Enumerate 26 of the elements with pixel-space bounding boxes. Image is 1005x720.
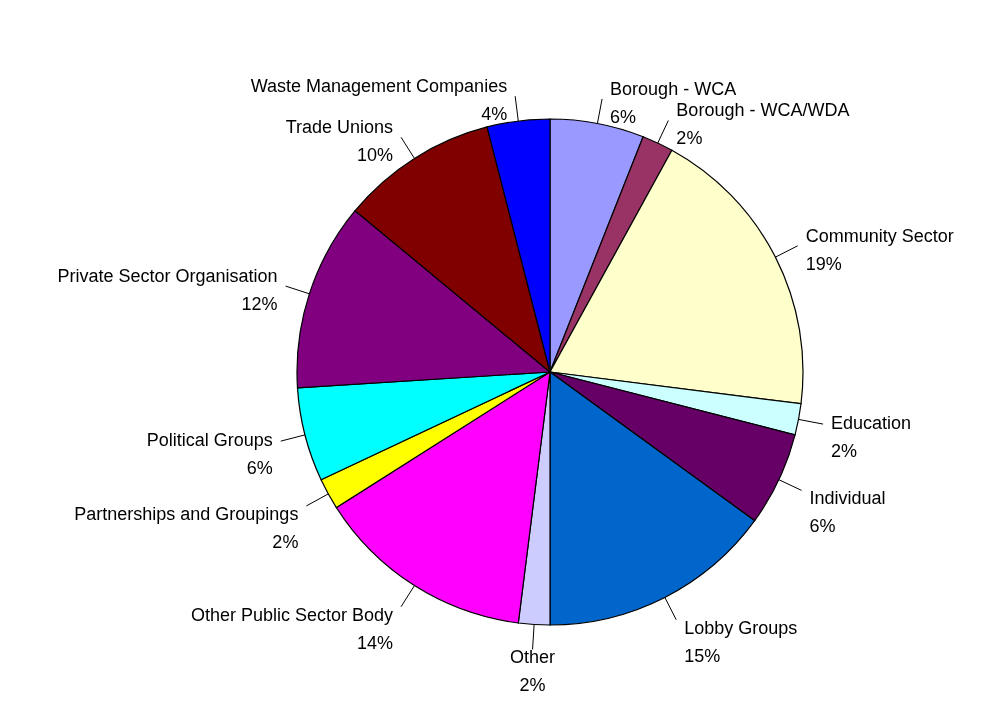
slice-label: Private Sector Organisation	[57, 266, 278, 287]
data-label: 12%	[241, 294, 278, 315]
slice-label: Trade Unions	[285, 117, 394, 138]
data-label: 6%	[610, 106, 637, 127]
slice-label: Other Public Sector Body	[190, 604, 394, 625]
slice-label: Political Groups	[146, 430, 273, 451]
slice-label: Borough - WCA/WDA	[676, 100, 850, 121]
data-label: 2%	[676, 128, 703, 149]
data-label: 10%	[357, 145, 394, 166]
slice-label: Borough - WCA	[610, 78, 737, 99]
data-label: 2%	[519, 675, 546, 696]
slice-label: Other	[510, 647, 556, 668]
data-label: 6%	[809, 516, 836, 537]
data-label: 2%	[831, 441, 858, 462]
slice-label: Individual	[809, 488, 886, 509]
data-label: 15%	[684, 645, 721, 666]
slice-label: Waste Management Companies	[250, 76, 508, 97]
slice-label: Lobby Groups	[684, 617, 798, 638]
slice-label: Partnerships and Groupings	[74, 503, 299, 524]
slice-label: Education	[831, 413, 912, 434]
data-label: 4%	[481, 104, 508, 125]
data-label: 2%	[272, 531, 299, 552]
data-label: 6%	[246, 458, 273, 479]
slice-label: Community Sector	[805, 225, 954, 246]
data-label: 19%	[805, 253, 842, 274]
data-label: 14%	[357, 632, 394, 653]
